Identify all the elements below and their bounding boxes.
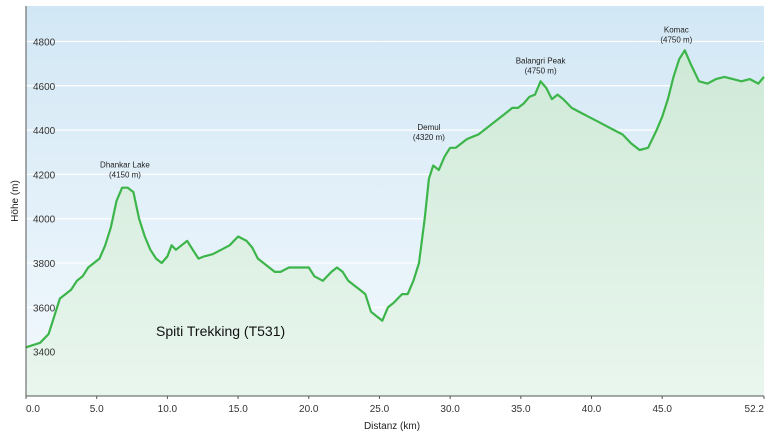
- x-tick-label: 52.2: [745, 404, 765, 415]
- y-tick-label: 3400: [33, 348, 56, 359]
- y-tick-label: 3600: [33, 303, 56, 314]
- x-tick-label: 15.0: [228, 404, 248, 415]
- x-tick-label: 35.0: [511, 404, 531, 415]
- x-tick-label: 0.0: [26, 404, 40, 415]
- x-tick-label: 10.0: [158, 404, 178, 415]
- y-tick-label: 3800: [33, 259, 56, 270]
- annotation-elevation: (4750 m): [660, 35, 692, 44]
- x-tick-label: 45.0: [652, 404, 672, 415]
- y-tick-label: 4400: [33, 126, 56, 137]
- x-tick-label: 40.0: [582, 404, 602, 415]
- annotation-elevation: (4320 m): [413, 133, 445, 142]
- x-tick-label: 30.0: [440, 404, 460, 415]
- x-axis-title: Distanz (km): [364, 421, 420, 432]
- annotation-elevation: (4150 m): [109, 170, 141, 179]
- annotation-elevation: (4750 m): [525, 66, 557, 75]
- x-tick-labels: 0.0 5.0 10.0 15.0 20.0 25.0 30.0 35.0 40.0 45.0 52…: [25, 396, 765, 415]
- y-tick-labels: 3400 3600 3800 4000 4200 4400 4600 4800: [33, 37, 56, 358]
- x-tick-label: 20.0: [299, 404, 319, 415]
- x-tick-label: 5.0: [90, 404, 104, 415]
- y-tick-label: 4000: [33, 215, 56, 226]
- axes: [25, 6, 764, 397]
- chart-title: Spiti Trekking (T531): [156, 323, 285, 339]
- y-tick-label: 4200: [33, 170, 56, 181]
- annotation-name: Demul: [417, 123, 440, 132]
- annotation-name: Dhankar Lake: [100, 160, 150, 169]
- x-tick-label: 25.0: [370, 404, 390, 415]
- elevation-area-fill: [26, 50, 764, 397]
- annotation-name: Balangri Peak: [516, 56, 567, 65]
- y-tick-label: 4800: [33, 37, 56, 48]
- annotation-name: Komac: [664, 25, 689, 34]
- elevation-line: [25, 49, 765, 349]
- y-axis-title: Höhe (m): [10, 180, 21, 222]
- y-tick-label: 4600: [33, 82, 56, 93]
- peak-annotations: Dhankar Lake(4150 m) Demul(4320 m) Balangr…: [100, 25, 693, 179]
